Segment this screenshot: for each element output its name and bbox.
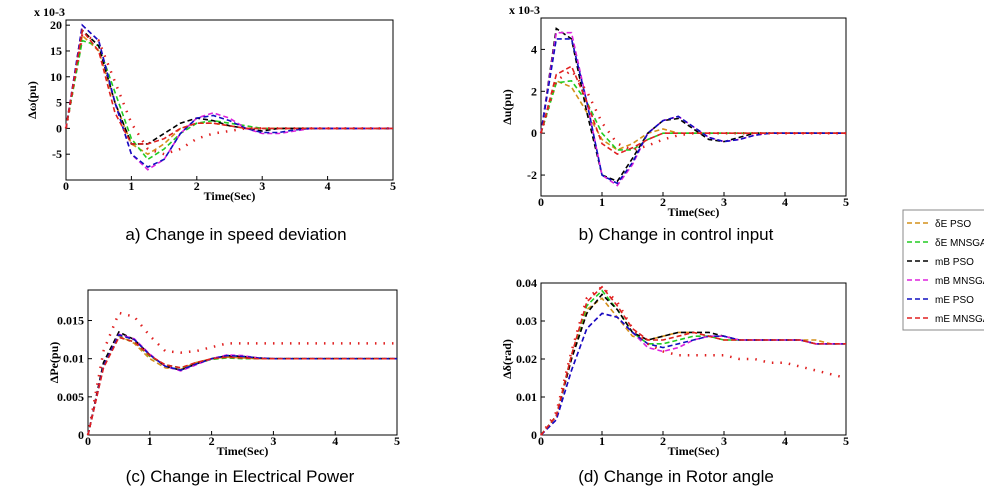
dashed-line	[65, 28, 393, 145]
x-tick-label: 2	[194, 179, 200, 193]
y-tick-label: 0.015	[57, 314, 84, 328]
x-tick-label: 1	[599, 195, 605, 209]
x-tick-label: 0	[538, 195, 544, 209]
y-tick-label: 15	[50, 44, 62, 58]
x-tick-label: 5	[394, 434, 400, 448]
y-axis-label: ΔPe(pu)	[47, 342, 61, 384]
x-tick-label: 1	[147, 434, 153, 448]
x-axis-label: Time(Sec)	[668, 444, 720, 458]
y-tick-label: 0	[531, 126, 537, 140]
y-axis-label: Δω(pu)	[25, 81, 39, 119]
x-tick-label: 4	[332, 434, 338, 448]
caption: (c) Change in Electrical Power	[126, 467, 355, 486]
y-tick-label: 0	[531, 428, 537, 442]
axis-multiplier: x 10-3	[34, 5, 65, 19]
y-tick-label: 0.01	[63, 352, 84, 366]
legend-box	[902, 209, 984, 331]
x-tick-label: 4	[325, 179, 331, 193]
y-tick-label: -5	[52, 147, 62, 161]
legend-label: δE MNSGA	[935, 238, 984, 249]
y-tick-label: 10	[50, 70, 62, 84]
x-tick-label: 1	[599, 434, 605, 448]
dashed-line	[540, 38, 846, 185]
y-tick-label: -2	[527, 168, 537, 182]
dashed-line	[87, 336, 397, 436]
y-tick-label: 0.04	[516, 276, 537, 290]
axis-multiplier: x 10-3	[509, 3, 540, 17]
x-tick-label: 2	[209, 434, 215, 448]
legend-label: mE MNSGA	[935, 314, 984, 325]
x-tick-label: 0	[63, 179, 69, 193]
x-tick-label: 5	[390, 179, 396, 193]
x-tick-label: 1	[128, 179, 134, 193]
x-tick-label: 3	[721, 195, 727, 209]
x-tick-label: 3	[721, 434, 727, 448]
plot-frame	[540, 17, 847, 197]
legend-label: δE PSO	[935, 219, 971, 230]
x-tick-label: 0	[85, 434, 91, 448]
legend-label: mE PSO	[935, 295, 974, 306]
caption: a) Change in speed deviation	[125, 225, 346, 244]
caption: b) Change in control input	[579, 225, 774, 244]
y-tick-label: 0.005	[57, 390, 84, 404]
x-tick-label: 0	[538, 434, 544, 448]
y-axis-label: Δu(pu)	[500, 89, 514, 125]
x-axis-label: Time(Sec)	[668, 205, 720, 219]
dotted-line	[64, 33, 393, 156]
dashed-line	[65, 23, 393, 169]
y-tick-label: 20	[50, 18, 62, 32]
x-tick-label: 5	[843, 434, 849, 448]
y-tick-label: 0	[78, 428, 84, 442]
x-tick-label: 3	[259, 179, 265, 193]
x-tick-label: 4	[782, 434, 788, 448]
y-tick-label: 0.01	[516, 390, 537, 404]
x-axis-label: Time(Sec)	[217, 444, 269, 458]
y-tick-label: 0	[56, 121, 62, 135]
y-tick-label: 4	[531, 42, 537, 56]
y-tick-label: 0.03	[516, 314, 537, 328]
y-axis-label: Δδ(rad)	[500, 339, 514, 379]
x-tick-label: 2	[660, 434, 666, 448]
x-tick-label: 5	[843, 195, 849, 209]
x-tick-label: 4	[782, 195, 788, 209]
legend-label: mB PSO	[935, 257, 974, 268]
x-axis-label: Time(Sec)	[204, 189, 256, 203]
legend-label: mB MNSGA	[935, 276, 984, 287]
plot-frame	[65, 19, 394, 181]
y-tick-label: 0.02	[516, 352, 537, 366]
x-tick-label: 3	[270, 434, 276, 448]
plot-frame	[87, 289, 398, 436]
y-tick-label: 5	[56, 96, 62, 110]
y-tick-label: 2	[531, 84, 537, 98]
caption: (d) Change in Rotor angle	[578, 467, 774, 486]
dotted-line	[539, 68, 846, 152]
x-tick-label: 2	[660, 195, 666, 209]
dashed-line	[540, 285, 846, 436]
